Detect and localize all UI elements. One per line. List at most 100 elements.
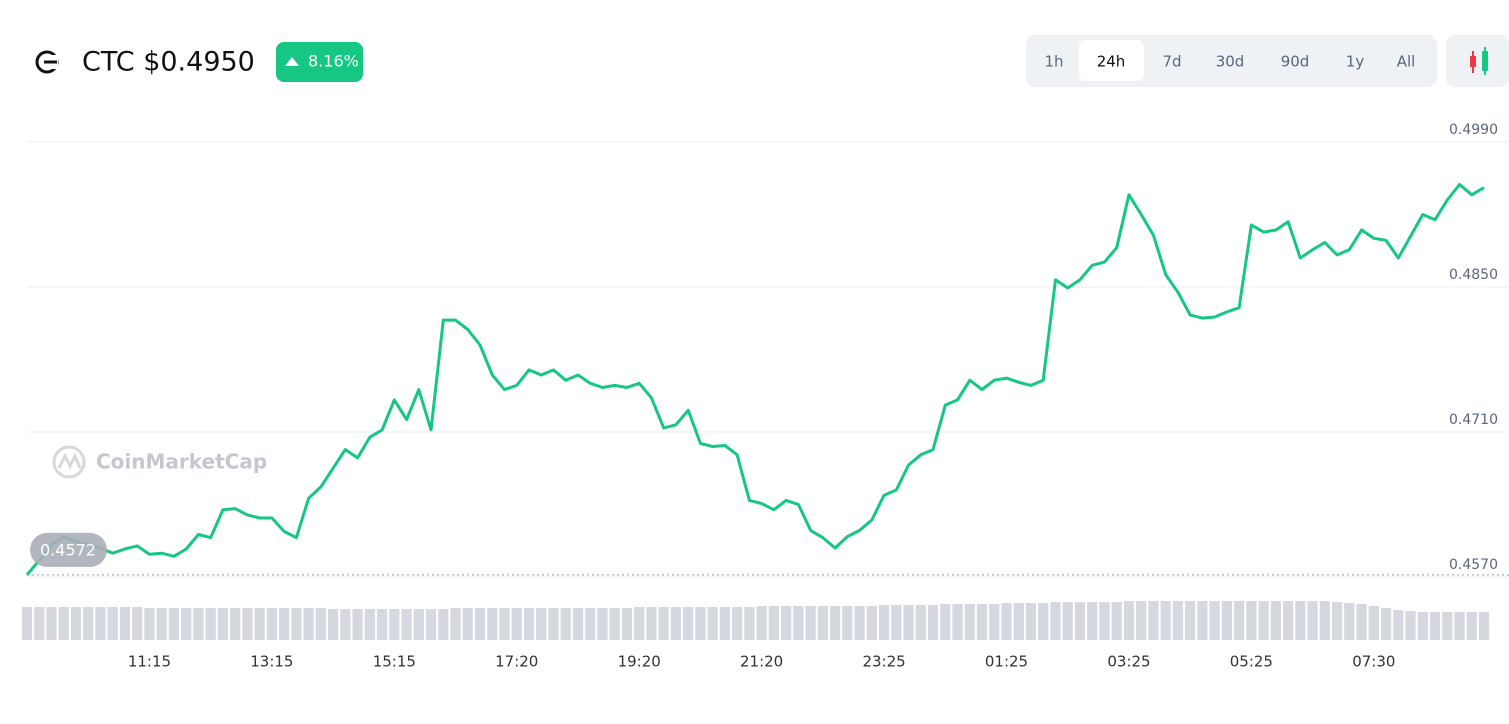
volume-bar: [1172, 601, 1184, 640]
volume-bar: [474, 608, 486, 640]
volume-bar: [854, 606, 865, 640]
volume-bar: [450, 608, 461, 640]
timeframe-button[interactable]: 90d: [1281, 53, 1310, 71]
candle-icon: [1470, 47, 1488, 75]
open-price-label: 0.4572: [40, 540, 96, 559]
volume-bar: [364, 609, 375, 640]
x-tick-label: 01:25: [985, 653, 1028, 671]
volume-bar: [1013, 603, 1024, 640]
watermark: CoinMarketCap: [96, 450, 267, 474]
volume-bar: [438, 609, 449, 640]
volume-bar: [1442, 612, 1453, 640]
volume-bar: [95, 607, 106, 640]
volume-bar: [303, 608, 314, 640]
volume-bar: [1356, 604, 1367, 640]
volume-bar: [915, 605, 926, 640]
chart-title: CTC $0.4950: [82, 47, 255, 78]
volume-bar: [487, 608, 498, 640]
volume-bar: [1111, 602, 1122, 640]
volume-bar: [144, 608, 155, 640]
volume-bar: [658, 607, 669, 640]
volume-bar: [560, 608, 571, 640]
volume-bar: [1025, 603, 1037, 640]
volume-bar: [805, 606, 816, 640]
watermark-logo: [52, 445, 86, 479]
volume-bar: [707, 607, 718, 640]
volume-bar: [1246, 601, 1257, 640]
y-tick-label: 0.4570: [1449, 557, 1498, 573]
volume-bar: [168, 608, 180, 640]
volume-bar: [278, 608, 290, 640]
volume-bar: [572, 608, 584, 640]
timeframe-button[interactable]: 1h: [1044, 53, 1063, 71]
volume-bar: [756, 606, 767, 640]
volume-bar: [768, 606, 779, 640]
volume-bar: [548, 608, 559, 640]
volume-bar: [989, 604, 1000, 640]
volume-bar: [413, 609, 424, 640]
volume-bar: [1074, 602, 1086, 640]
volume-bar: [829, 606, 841, 640]
chart-type-button[interactable]: [1446, 35, 1509, 87]
volume-bar: [193, 608, 204, 640]
volume-bar: [315, 608, 326, 640]
volume-bar: [1185, 601, 1196, 640]
volume-bar: [266, 608, 277, 640]
volume-bar: [695, 607, 706, 640]
x-tick-label: 15:15: [373, 653, 416, 671]
volume-bar: [401, 609, 412, 640]
volume-bar: [70, 607, 82, 640]
y-tick-label: 0.4710: [1449, 412, 1498, 428]
volume-bar: [205, 608, 216, 640]
x-tick-label: 23:25: [862, 653, 905, 671]
volume-bar: [842, 606, 853, 640]
volume-bar: [940, 604, 951, 640]
volume-bar: [634, 607, 645, 640]
volume-bar: [927, 605, 939, 640]
volume-bar: [609, 608, 620, 640]
volume-bar: [254, 608, 265, 640]
volume-bar: [597, 608, 608, 640]
volume-bar: [83, 607, 94, 640]
volume-bar: [1478, 612, 1490, 640]
volume-bar: [719, 607, 731, 640]
volume-bar: [878, 605, 890, 640]
volume-bar: [107, 607, 118, 640]
volume-bar: [389, 609, 400, 640]
volume-bar: [46, 607, 57, 640]
timeframe-button[interactable]: 24h: [1097, 53, 1126, 71]
up-arrow: [285, 57, 299, 66]
volume-bar: [1319, 601, 1330, 640]
x-tick-label: 03:25: [1107, 653, 1150, 671]
volume-bar: [1136, 601, 1147, 640]
price-line: [25, 183, 1485, 576]
x-tick-label: 21:20: [740, 653, 783, 671]
volume-bar: [230, 608, 241, 640]
volume-bar: [952, 604, 963, 640]
volume-bar: [817, 606, 828, 640]
volume-bar: [780, 606, 792, 640]
timeframe-button[interactable]: 7d: [1162, 53, 1181, 71]
timeframe-button[interactable]: 1y: [1346, 53, 1365, 71]
volume-bar: [1417, 612, 1428, 640]
volume-bar: [1368, 606, 1379, 640]
volume-bar: [1429, 612, 1441, 640]
change-text: 8.16%: [308, 52, 359, 71]
volume-bar: [1344, 603, 1355, 640]
timeframe-button[interactable]: 30d: [1216, 53, 1245, 71]
volume-bar: [1454, 612, 1465, 640]
volume-bar: [1221, 601, 1233, 640]
volume-bar: [511, 608, 522, 640]
timeframe-button[interactable]: All: [1397, 53, 1416, 71]
volume-bar: [903, 605, 914, 640]
volume-bar: [1123, 601, 1135, 640]
volume-bar: [1307, 601, 1318, 640]
volume-bar: [1050, 602, 1061, 640]
active-timeframe: [1079, 40, 1144, 81]
volume-bar: [732, 607, 743, 640]
volume-bar: [585, 608, 596, 640]
volume-bar: [1087, 602, 1098, 640]
volume-bar: [866, 606, 877, 640]
x-tick-label: 07:30: [1352, 653, 1395, 671]
